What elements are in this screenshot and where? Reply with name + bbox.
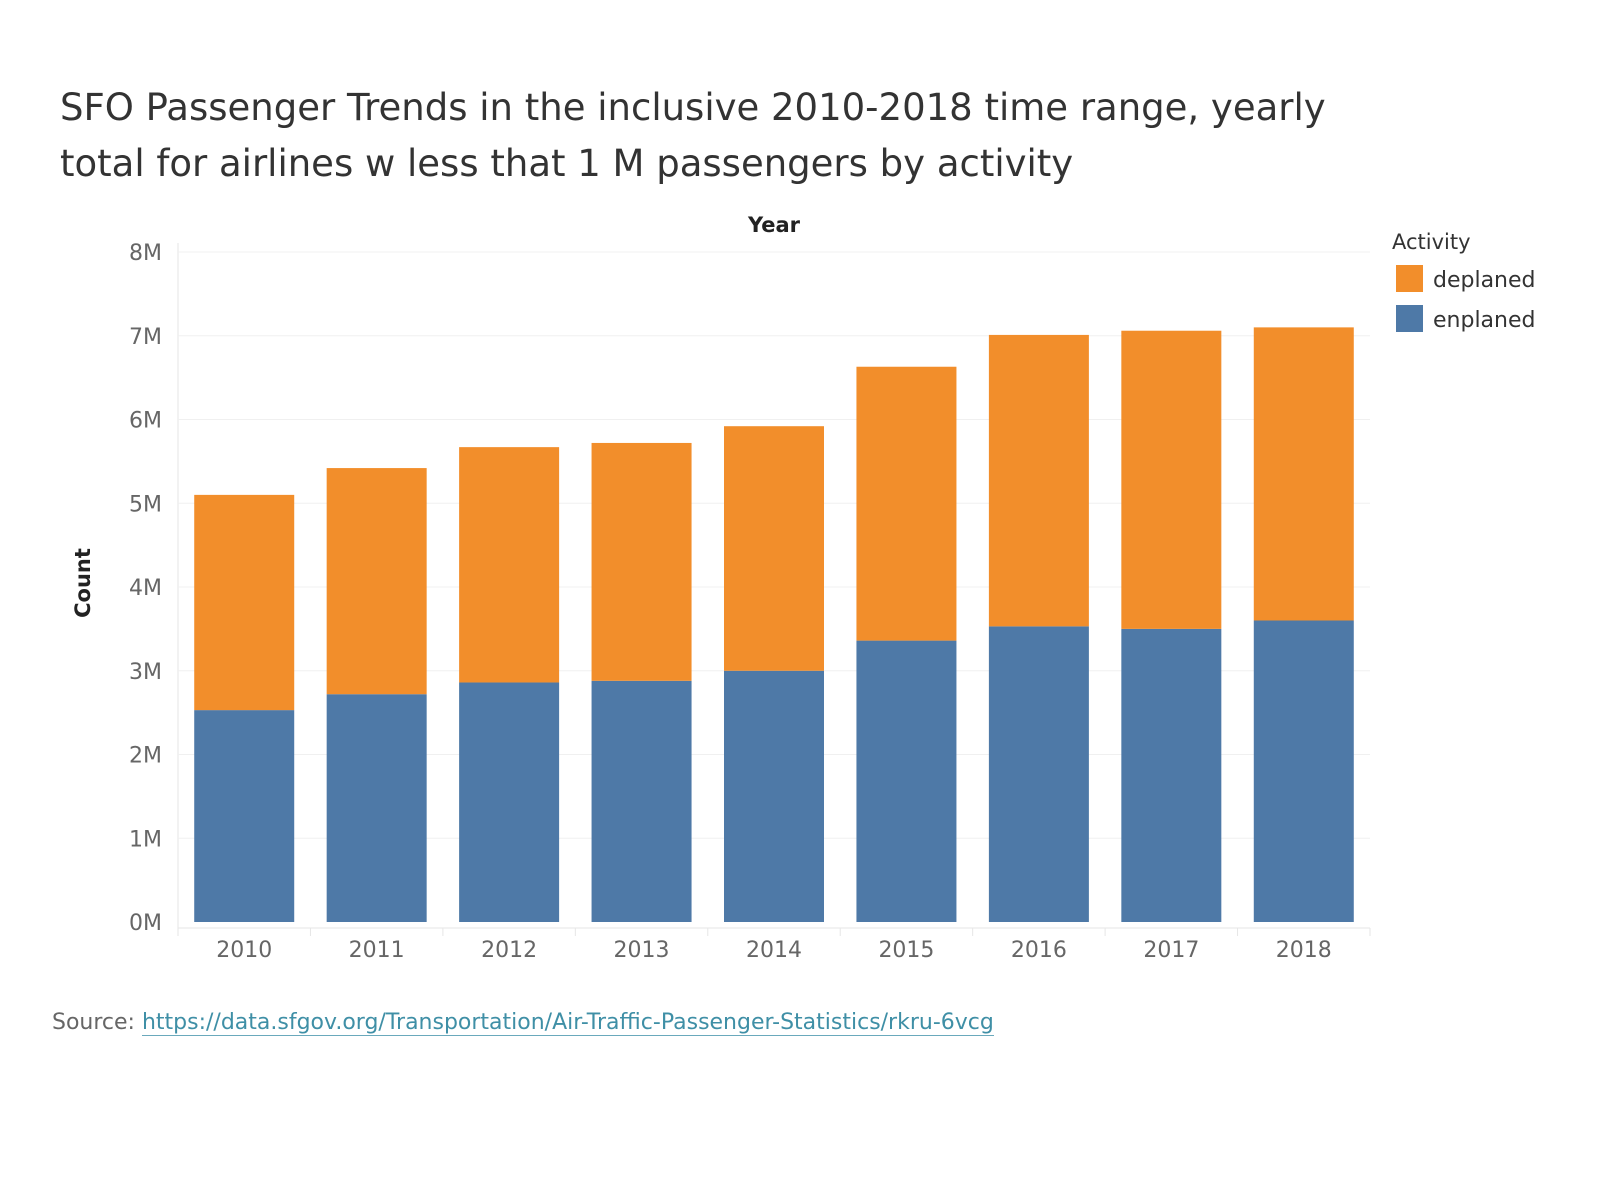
- source-link[interactable]: https://data.sfgov.org/Transportation/Ai…: [141, 1010, 994, 1036]
- bar-deplaned: [856, 366, 957, 641]
- y-tick-label: 5M: [129, 492, 162, 517]
- y-tick-label: 6M: [129, 409, 162, 434]
- bar-enplaned: [326, 694, 427, 922]
- bar-enplaned: [724, 670, 824, 922]
- bar-deplaned: [194, 494, 295, 711]
- legend-label-deplaned: deplaned: [1433, 268, 1536, 293]
- y-tick-label: 0M: [129, 911, 162, 936]
- x-tick-label: 2010: [216, 938, 272, 963]
- bar-enplaned: [591, 680, 692, 922]
- bar-enplaned: [988, 626, 1089, 922]
- x-tick-label: 2017: [1143, 938, 1199, 963]
- legend-swatch-deplaned: [1396, 265, 1423, 292]
- legend: Activity deplaned enplaned: [1392, 230, 1536, 333]
- bars: [194, 327, 1354, 922]
- x-tick-label: 2015: [878, 938, 934, 963]
- bar-deplaned: [459, 447, 560, 683]
- x-axis-title: Year: [747, 213, 801, 237]
- legend-title: Activity: [1392, 230, 1471, 254]
- bar-deplaned: [326, 468, 427, 695]
- y-tick-label: 7M: [129, 325, 162, 350]
- bar-enplaned: [1253, 620, 1354, 922]
- source-label: Source:: [52, 1010, 135, 1035]
- y-axis-title: Count: [71, 548, 95, 618]
- chart-title: SFO Passenger Trends in the inclusive 20…: [60, 86, 1326, 185]
- bar-deplaned: [591, 442, 692, 681]
- bar-enplaned: [459, 682, 560, 922]
- legend-swatch-enplaned: [1396, 305, 1423, 332]
- x-tick-label: 2014: [746, 938, 802, 963]
- bar-deplaned: [1121, 330, 1222, 629]
- x-tick-label: 2016: [1011, 938, 1067, 963]
- bar-deplaned: [724, 426, 824, 671]
- y-tick-label: 4M: [129, 576, 162, 601]
- x-tick-label: 2018: [1276, 938, 1332, 963]
- bar-deplaned: [1253, 327, 1354, 621]
- bar-enplaned: [856, 640, 957, 922]
- x-tick-label: 2011: [349, 938, 405, 963]
- y-tick-label: 3M: [129, 660, 162, 685]
- x-axis: 2010 2011 2012 2013 2014 2015 2016 2017 2018: [177, 928, 1371, 963]
- source-note: Source: https://data.sfgov.org/Transport…: [52, 1010, 994, 1036]
- x-tick-label: 2013: [614, 938, 670, 963]
- legend-label-enplaned: enplaned: [1433, 308, 1535, 333]
- x-tick-label: 2012: [481, 938, 537, 963]
- y-axis-ticks: 0M 1M 2M 3M 4M 5M 6M 7M 8M: [129, 241, 162, 936]
- bar-deplaned: [988, 334, 1089, 627]
- bar-enplaned: [194, 710, 295, 922]
- y-tick-label: 2M: [129, 744, 162, 769]
- bar-enplaned: [1121, 628, 1222, 922]
- y-tick-label: 8M: [129, 241, 162, 266]
- y-tick-label: 1M: [129, 827, 162, 852]
